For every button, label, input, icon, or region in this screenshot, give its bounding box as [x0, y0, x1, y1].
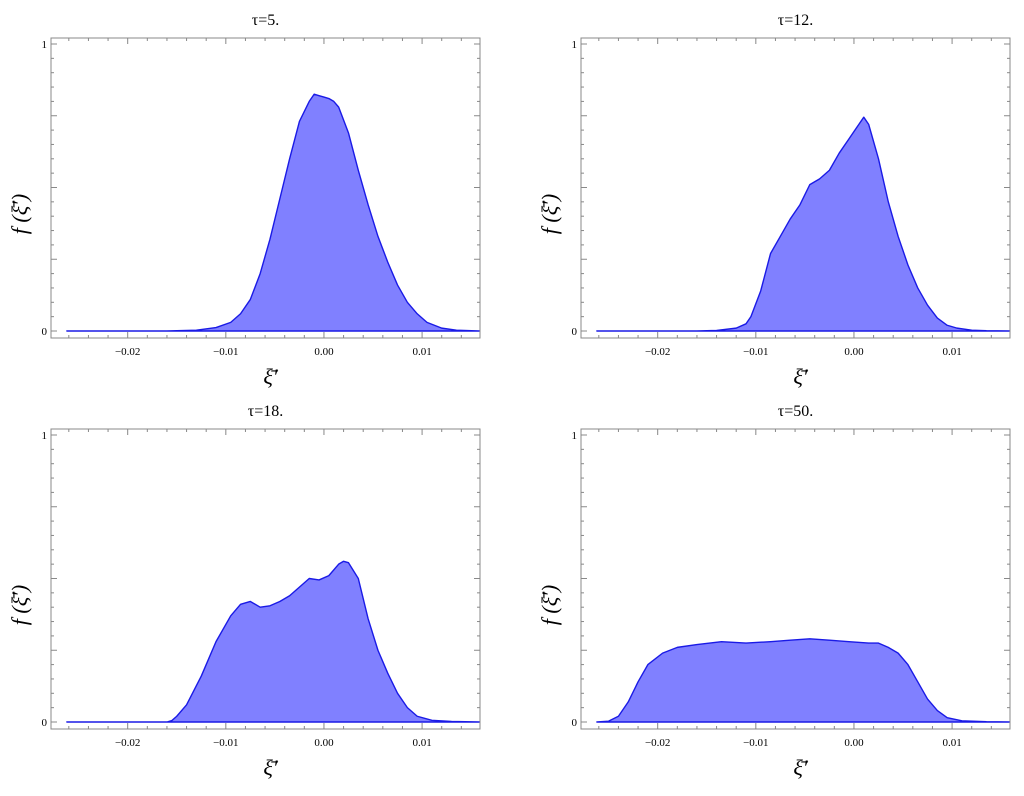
density-area: [66, 93, 480, 332]
panel-title: τ=18.: [248, 403, 283, 420]
x-tick-label: −0.02: [115, 737, 140, 749]
x-tick-label: 0.01: [942, 346, 961, 358]
x-tick-label: 0.01: [412, 346, 431, 358]
y-tick-label: 1: [572, 39, 578, 51]
y-tick-label: 1: [42, 39, 48, 51]
panel-1: −0.02 −0.01 0.00 0.01 0 1 τ=5. ξ̄′ f (ξ̄′): [7, 12, 481, 389]
y-tick-label: 0: [42, 326, 48, 338]
y-tick-label: 0: [572, 717, 578, 729]
panel-title: τ=5.: [252, 12, 279, 29]
panel-title: τ=12.: [778, 12, 813, 29]
y-tick-label: 0: [42, 717, 48, 729]
density-area: [596, 116, 1010, 332]
density-area: [596, 638, 1010, 723]
x-tick-label: −0.01: [213, 346, 238, 358]
x-tick-label: 0.01: [942, 737, 961, 749]
x-axis-label: ξ̄′: [263, 364, 278, 389]
x-axis-label: ξ̄′: [793, 364, 808, 389]
x-tick-label: 0.00: [844, 737, 864, 749]
x-tick-label: 0.00: [314, 346, 334, 358]
x-tick-label: −0.02: [645, 346, 670, 358]
x-tick-label: −0.02: [115, 346, 140, 358]
panel-4: −0.02 −0.01 0.00 0.01 0 1 τ=50. ξ̄′ f (ξ̄′): [537, 403, 1011, 780]
x-axis-label: ξ̄′: [263, 755, 278, 780]
x-tick-label: −0.02: [645, 737, 670, 749]
x-tick-label: 0.00: [314, 737, 334, 749]
x-axis-label: ξ̄′: [793, 755, 808, 780]
y-tick-label: 0: [572, 326, 578, 338]
panel-2: −0.02 −0.01 0.00 0.01 0 1 τ=12. ξ̄′ f (ξ̄′): [537, 12, 1011, 389]
x-tick-label: −0.01: [743, 346, 768, 358]
y-axis-label: f (ξ̄′): [537, 194, 562, 235]
y-tick-label: 1: [572, 430, 578, 442]
y-axis-label: f (ξ̄′): [7, 585, 32, 626]
x-tick-label: −0.01: [213, 737, 238, 749]
y-axis-label: f (ξ̄′): [7, 194, 32, 235]
x-tick-label: 0.01: [412, 737, 431, 749]
panel-title: τ=50.: [778, 403, 813, 420]
x-tick-label: 0.00: [844, 346, 864, 358]
y-tick-label: 1: [42, 430, 48, 442]
density-area: [66, 560, 480, 723]
panel-3: −0.02 −0.01 0.00 0.01 0 1 τ=18. ξ̄′ f (ξ̄′): [7, 403, 481, 780]
x-tick-label: −0.01: [743, 737, 768, 749]
y-axis-label: f (ξ̄′): [537, 585, 562, 626]
